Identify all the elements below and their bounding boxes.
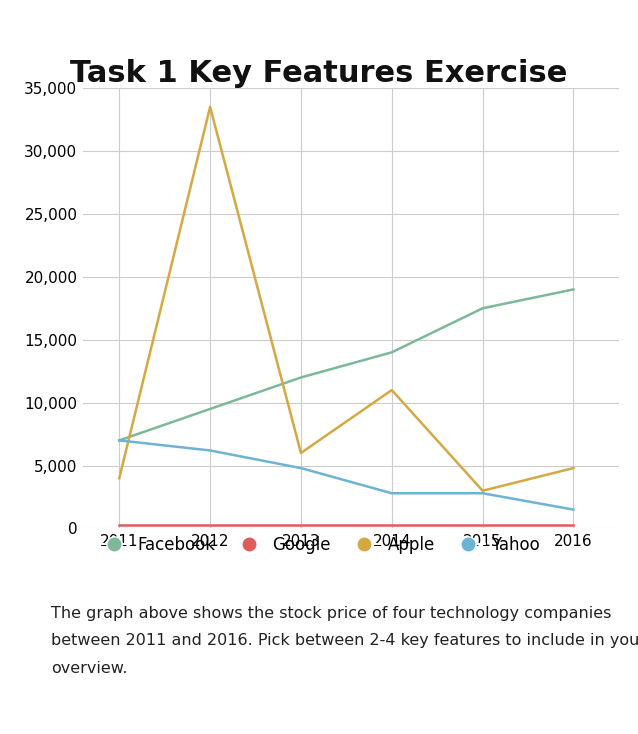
Text: overview.: overview. (51, 661, 128, 676)
Text: between 2011 and 2016. Pick between 2-4 key features to include in your: between 2011 and 2016. Pick between 2-4 … (51, 633, 638, 648)
Text: Task 1 Key Features Exercise: Task 1 Key Features Exercise (70, 59, 568, 88)
Text: The graph above shows the stock price of four technology companies: The graph above shows the stock price of… (51, 606, 611, 620)
Legend: Facebook, Google, Apple, Yahoo: Facebook, Google, Apple, Yahoo (91, 529, 547, 561)
